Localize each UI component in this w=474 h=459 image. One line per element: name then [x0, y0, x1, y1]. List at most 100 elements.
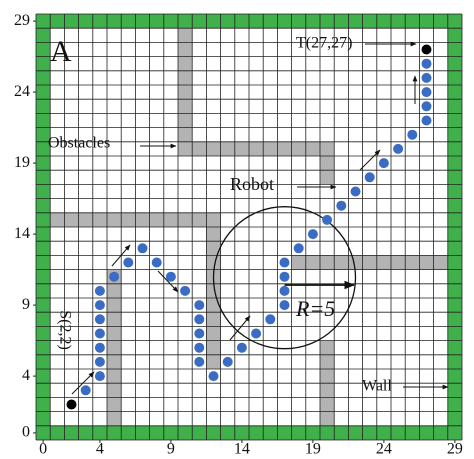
wall-cell [391, 425, 406, 440]
wall-cell [50, 14, 65, 29]
y-tick-label: 9 [22, 296, 30, 313]
wall-cell [36, 99, 51, 114]
wall-cell [36, 227, 51, 242]
x-tick-label: 29 [447, 441, 463, 458]
wall-cell [348, 14, 363, 29]
wall-cell [206, 14, 221, 29]
wall-cell [447, 70, 462, 85]
wall-cell [433, 425, 448, 440]
path-point [94, 371, 105, 382]
target-label: T(27,27) [296, 35, 352, 52]
obstacle [178, 141, 335, 156]
obstacle [291, 255, 448, 270]
wall-cell [447, 28, 462, 43]
arrow [157, 270, 179, 293]
wall-cell [220, 14, 235, 29]
wall-cell [36, 42, 51, 57]
wall-cell [447, 14, 462, 29]
wall-cell [447, 56, 462, 71]
wall-cell [419, 14, 434, 29]
wall-cell [447, 340, 462, 355]
path-point [279, 300, 290, 311]
wall-cell [107, 425, 122, 440]
x-tick-label: 4 [96, 441, 104, 458]
path-point [421, 87, 432, 98]
path-point [407, 129, 418, 140]
wall-cell [447, 425, 462, 440]
wall-cell [263, 425, 278, 440]
path-point [322, 214, 333, 225]
arrow [229, 315, 251, 341]
wall-cell [447, 283, 462, 298]
arrow [71, 371, 95, 395]
wall-cell [36, 269, 51, 284]
wall-cell [163, 14, 178, 29]
wall-cell [36, 298, 51, 313]
wall-cell [391, 14, 406, 29]
wall-cell [447, 227, 462, 242]
wall-cell [36, 326, 51, 341]
wall-cell [135, 14, 150, 29]
obstacle [206, 212, 221, 369]
wall-cell [234, 14, 249, 29]
path-point [80, 385, 91, 396]
path-point [194, 342, 205, 353]
robot-label: Robot [230, 174, 274, 194]
path-point [94, 285, 105, 296]
wall-cell [36, 56, 51, 71]
wall-cell [447, 312, 462, 327]
path-point [279, 257, 290, 268]
path-point [293, 243, 304, 254]
path-point [265, 314, 276, 325]
wall-cell [92, 14, 107, 29]
wall-cell [447, 354, 462, 369]
y-tick-label: 4 [22, 367, 30, 384]
radius-label: R=5 [295, 296, 335, 321]
wall-cell [92, 425, 107, 440]
annotations: A Obstacles Robot R=5 Wall T(27,27) S(2,… [48, 35, 449, 395]
wall-cell [447, 127, 462, 142]
wall-cell [206, 425, 221, 440]
path-point [307, 229, 318, 240]
wall-cell [64, 14, 79, 29]
path-point [194, 314, 205, 325]
wall-cell [36, 170, 51, 185]
wall-cell [376, 14, 391, 29]
panel-label: A [50, 35, 72, 68]
wall-cell [36, 113, 51, 128]
wall-cell [405, 425, 420, 440]
wall-cell [447, 85, 462, 100]
path-point [236, 342, 247, 353]
wall-cell [149, 14, 164, 29]
wall-cell [220, 425, 235, 440]
wall-cell [291, 425, 306, 440]
wall-cell [121, 425, 136, 440]
wall-cell [447, 198, 462, 213]
wall-cell [447, 212, 462, 227]
path-point [151, 257, 162, 268]
wall-cell [36, 383, 51, 398]
path-point [194, 300, 205, 311]
path-point [364, 172, 375, 183]
path-point [421, 58, 432, 69]
arrow [359, 149, 381, 171]
wall-cell [36, 156, 51, 171]
wall-label: Wall [362, 378, 392, 395]
wall-cell [36, 212, 51, 227]
wall-cell [362, 425, 377, 440]
wall-cell [192, 14, 207, 29]
x-tick-label: 0 [39, 441, 47, 458]
path-point [421, 115, 432, 126]
wall-cell [36, 85, 51, 100]
wall-cell [320, 425, 335, 440]
path-point [194, 356, 205, 367]
wall-cell [36, 241, 51, 256]
wall-cell [178, 425, 193, 440]
sensing-circle [212, 206, 357, 350]
wall-cell [447, 99, 462, 114]
path-point [336, 200, 347, 211]
wall-cell [107, 14, 122, 29]
x-tick-label: 24 [376, 441, 392, 458]
path-point [123, 257, 134, 268]
